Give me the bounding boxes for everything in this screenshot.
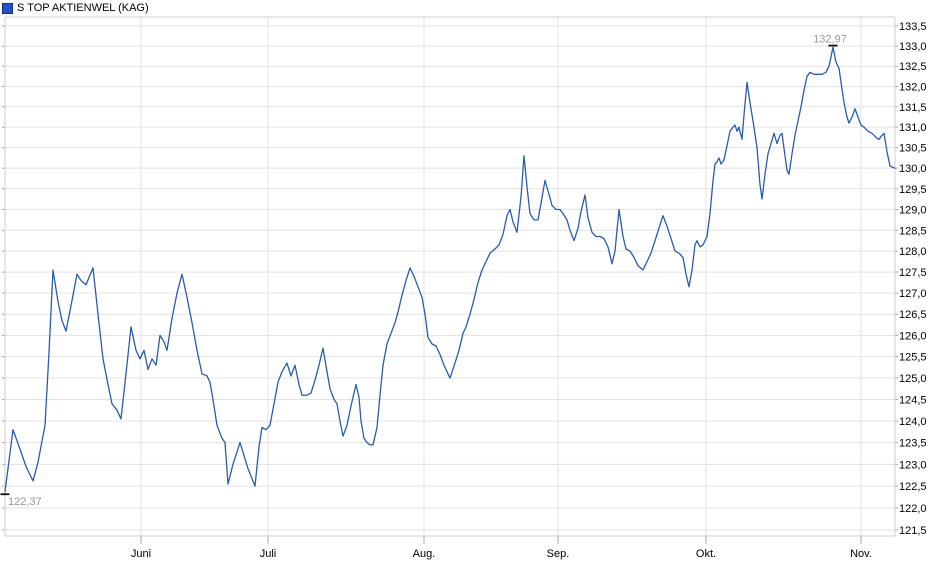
y-tick-label: 128,0 [899, 246, 927, 258]
y-tick-label: 122,5 [899, 481, 927, 493]
x-tick-label: Juli [260, 548, 277, 560]
y-tick-label: 131,5 [899, 102, 927, 114]
y-tick-label: 129,0 [899, 204, 927, 216]
x-tick-label: Nov. [850, 548, 872, 560]
chart-title: S TOP AKTIENWEL (KAG) [17, 2, 149, 14]
y-tick-label: 124,0 [899, 416, 927, 428]
y-tick-label: 132,5 [899, 61, 927, 73]
y-tick-label: 123,0 [899, 459, 927, 471]
chart-header: S TOP AKTIENWEL (KAG) [2, 2, 149, 14]
y-tick-label: 130,0 [899, 163, 927, 175]
y-tick-label: 126,0 [899, 330, 927, 342]
y-tick-label: 131,0 [899, 122, 927, 134]
y-tick-label: 132,0 [899, 81, 927, 93]
x-tick-label: Aug. [413, 548, 436, 560]
y-tick-label: 122,0 [899, 503, 927, 515]
y-tick-label: 124,5 [899, 394, 927, 406]
price-line [4, 46, 896, 493]
y-tick-label: 133,0 [899, 41, 927, 53]
y-tick-label: 125,5 [899, 352, 927, 364]
x-tick-label: Sep. [547, 548, 570, 560]
y-tick-label: 127,5 [899, 267, 927, 279]
y-tick-label: 128,5 [899, 225, 927, 237]
y-tick-label: 129,5 [899, 184, 927, 196]
x-tick-label: Okt. [696, 548, 716, 560]
y-tick-label: 127,0 [899, 288, 927, 300]
x-tick-label: Juni [131, 548, 151, 560]
max-marker [828, 44, 838, 47]
y-tick-label: 121,5 [899, 525, 927, 537]
y-tick-label: 133,5 [899, 21, 927, 33]
min-value-label: 122,37 [8, 496, 42, 508]
min-marker [0, 493, 10, 496]
series-legend-swatch-icon [2, 2, 13, 14]
y-tick-label: 123,5 [899, 438, 927, 450]
max-value-label: 132,97 [813, 33, 847, 45]
y-tick-label: 130,5 [899, 143, 927, 155]
y-tick-label: 126,5 [899, 309, 927, 321]
y-tick-label: 125,0 [899, 373, 927, 385]
